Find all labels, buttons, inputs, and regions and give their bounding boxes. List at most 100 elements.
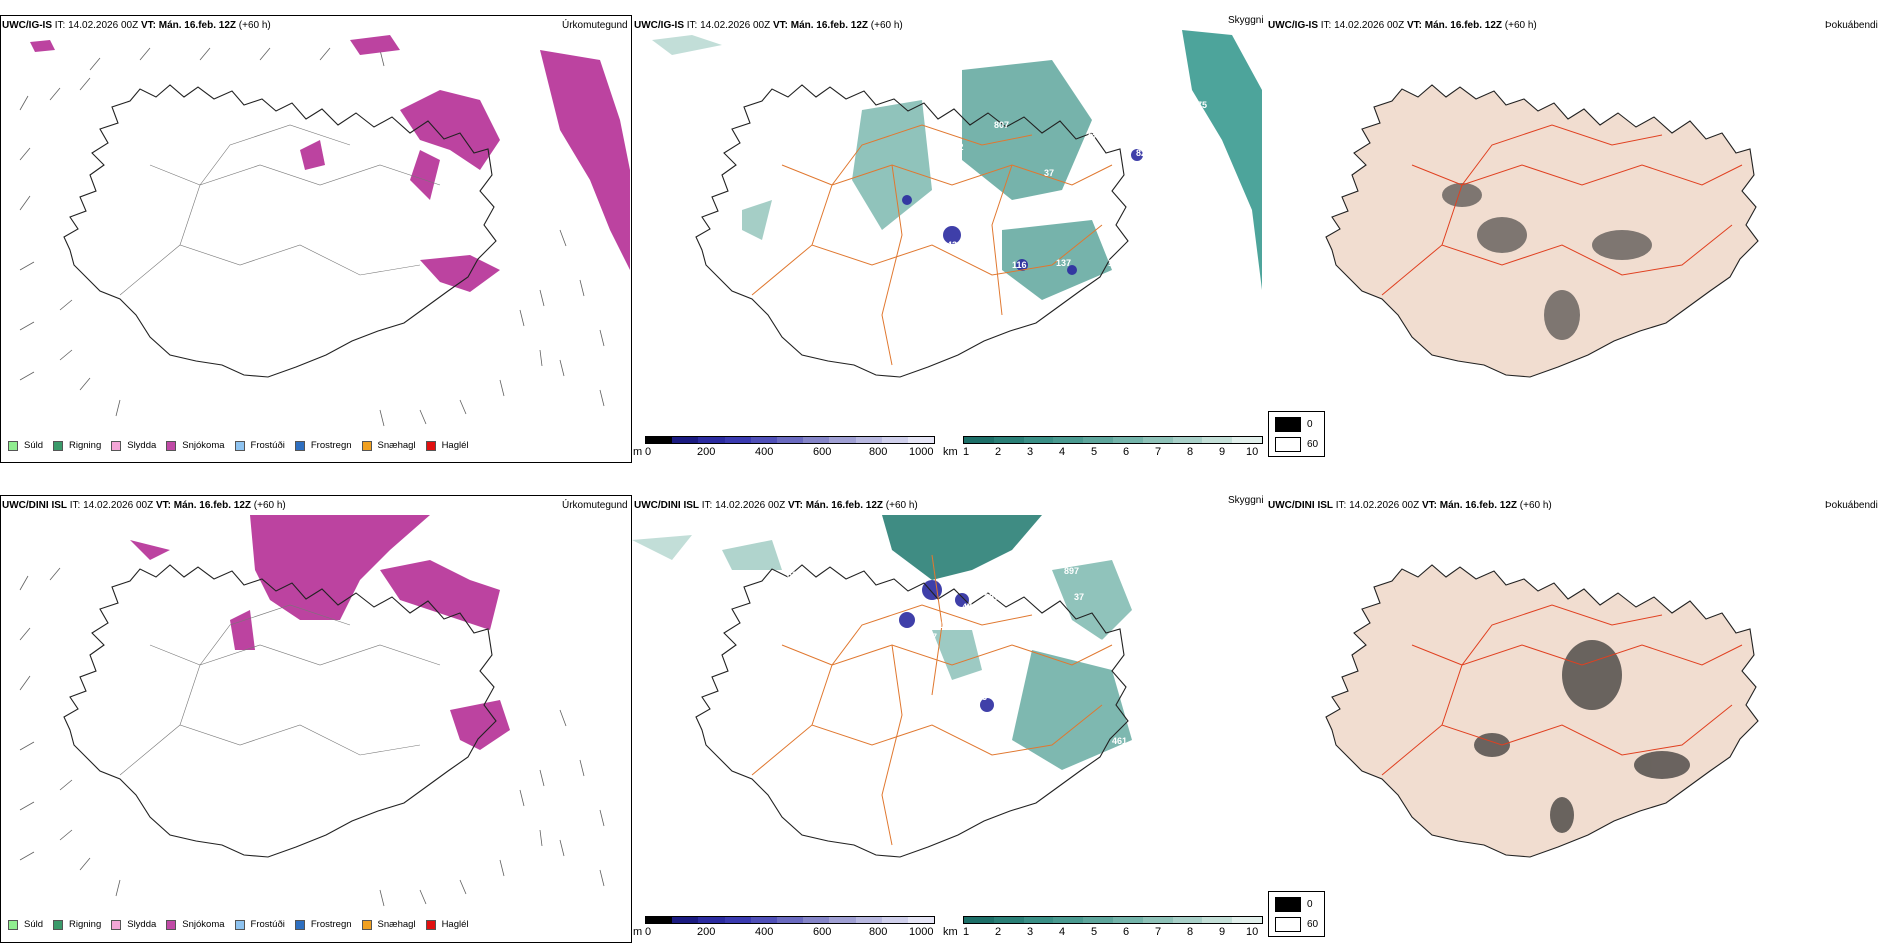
panel-title-2: UWC/IG-IS IT: 14.02.2026 00Z VT: Mán. 16…	[634, 20, 903, 31]
ceiling-tick: 200	[697, 926, 716, 938]
visibility-tick: 2	[995, 926, 1002, 938]
station-label: 49	[1050, 214, 1060, 224]
visibility-tick: 2	[995, 446, 1002, 458]
station-label: 71	[966, 208, 976, 218]
colorbar-swatch	[1053, 917, 1084, 923]
precip-map-1	[19, 35, 630, 427]
station-label: 355	[920, 620, 935, 630]
colorbar-swatch	[1023, 917, 1054, 923]
colorbar-swatch	[1112, 437, 1143, 443]
visibility-tick: 8	[1187, 446, 1194, 458]
legend-item: Snjókoma	[166, 440, 225, 451]
precip-legend-2: Súld Rigning Slydda Snjókoma Frostúði Fr…	[8, 919, 479, 930]
panel-title-5: UWC/DINI ISL IT: 14.02.2026 00Z VT: Mán.…	[634, 500, 918, 511]
colorbar-swatch	[1083, 917, 1113, 923]
fog-map-1	[1325, 84, 1759, 378]
station-label: 37	[1074, 592, 1084, 602]
panel-label-fog-1: Þokuábendi	[1825, 20, 1878, 31]
legend-item: Snæhagl	[361, 440, 416, 451]
valid-time: Mán. 16.feb. 12Z	[158, 20, 236, 31]
station-label: 975	[934, 164, 949, 174]
station-label: 470	[962, 602, 977, 612]
colorbar-swatch	[1053, 437, 1084, 443]
visibility-tick: 9	[1219, 446, 1226, 458]
colorbar-swatch	[672, 437, 699, 443]
colorbar-swatch	[907, 917, 935, 923]
station-label: 897	[1064, 566, 1079, 576]
colorbar-swatch	[964, 437, 994, 443]
fog-legend-1: 0 60	[1268, 411, 1325, 457]
legend-item: Snjókoma	[166, 919, 225, 930]
precip-legend-1: Súld Rigning Slydda Snjókoma Frostúði Fr…	[8, 440, 479, 451]
station-label: 367	[922, 632, 937, 642]
visibility-tick: 5	[1091, 926, 1098, 938]
visibility-unit: km	[943, 446, 958, 458]
legend-item: Snæhagl	[361, 919, 416, 930]
station-label: 461	[1112, 736, 1127, 746]
panel-label-cloud-2: Skyggni	[1228, 495, 1264, 506]
precip-type-panel-1	[0, 15, 632, 463]
visibility-tick: 1	[963, 926, 970, 938]
colorbar-swatch	[964, 917, 994, 923]
ceiling-colorbar-swatches	[645, 916, 935, 924]
colorbar-swatch	[1083, 437, 1113, 443]
station-label: 285	[954, 580, 969, 590]
colorbar-swatch	[698, 917, 725, 923]
legend-item: Haglél	[425, 440, 469, 451]
precip-type-panel-2	[0, 495, 632, 943]
station-label: 230	[1086, 130, 1101, 140]
colorbar-swatch	[646, 437, 673, 443]
visibility-tick: 3	[1027, 446, 1034, 458]
colorbar-swatch	[698, 437, 725, 443]
station-label: 227	[940, 596, 955, 606]
station-label: 121	[942, 192, 957, 202]
colorbar-swatch	[829, 917, 856, 923]
colorbar-swatch	[724, 437, 751, 443]
colorbar-swatch	[646, 917, 673, 923]
visibility-colorbar-1: km 1 2 3 4 5 6 7 8 9 10	[943, 436, 1268, 466]
colorbar-swatch	[829, 437, 856, 443]
panel-label-precip-1: Úrkomutegund	[562, 20, 628, 31]
ceiling-colorbar-swatches	[645, 436, 935, 444]
legend-item: Frostúði	[234, 919, 285, 930]
ceiling-unit: m	[633, 446, 643, 458]
station-label: 1182	[944, 142, 964, 152]
ceiling-tick: 400	[755, 926, 774, 938]
station-label: 775	[1192, 100, 1207, 110]
colorbar-swatch	[1142, 437, 1173, 443]
panel-title-6: UWC/DINI ISL IT: 14.02.2026 00Z VT: Mán.…	[1268, 500, 1552, 511]
panel-title-1: UWC/IG-IS IT: 14.02.2026 00Z VT: Mán. 16…	[2, 20, 271, 31]
station-label: 155	[1108, 258, 1123, 268]
colorbar-swatch	[750, 437, 777, 443]
visibility-tick: 4	[1059, 926, 1066, 938]
legend-item: Súld	[8, 919, 43, 930]
colorbar-swatch	[881, 437, 908, 443]
visibility-tick: 1	[963, 446, 970, 458]
station-label: 292	[1094, 158, 1109, 168]
colorbar-swatch	[776, 917, 804, 923]
station-label: 573	[972, 692, 987, 702]
station-label: 82	[1136, 148, 1146, 158]
colorbar-swatch	[855, 437, 882, 443]
colorbar-swatch	[803, 917, 830, 923]
lead-time: (+60 h)	[236, 20, 271, 31]
colorbar-swatch	[993, 917, 1024, 923]
ceiling-tick: 800	[869, 926, 888, 938]
colorbar-swatch	[803, 437, 830, 443]
legend-item: Slydda	[111, 440, 156, 451]
colorbar-swatch	[750, 917, 777, 923]
panel-label-precip-2: Úrkomutegund	[562, 500, 628, 511]
colorbar-swatch	[1112, 917, 1143, 923]
visibility-tick: 7	[1155, 446, 1162, 458]
station-label: 115	[938, 620, 953, 630]
visibility-colorbar-swatches	[963, 916, 1263, 924]
colorbar-swatch	[1023, 437, 1054, 443]
visibility-tick: 7	[1155, 926, 1162, 938]
colorbar-swatch	[1202, 917, 1233, 923]
colorbar-swatch	[993, 437, 1024, 443]
colorbar-swatch	[1172, 437, 1203, 443]
init-time: 14.02.2026 00Z	[68, 20, 139, 31]
visibility-tick: 8	[1187, 926, 1194, 938]
legend-item: Frostúði	[234, 440, 285, 451]
ceiling-tick: 0	[645, 926, 652, 938]
